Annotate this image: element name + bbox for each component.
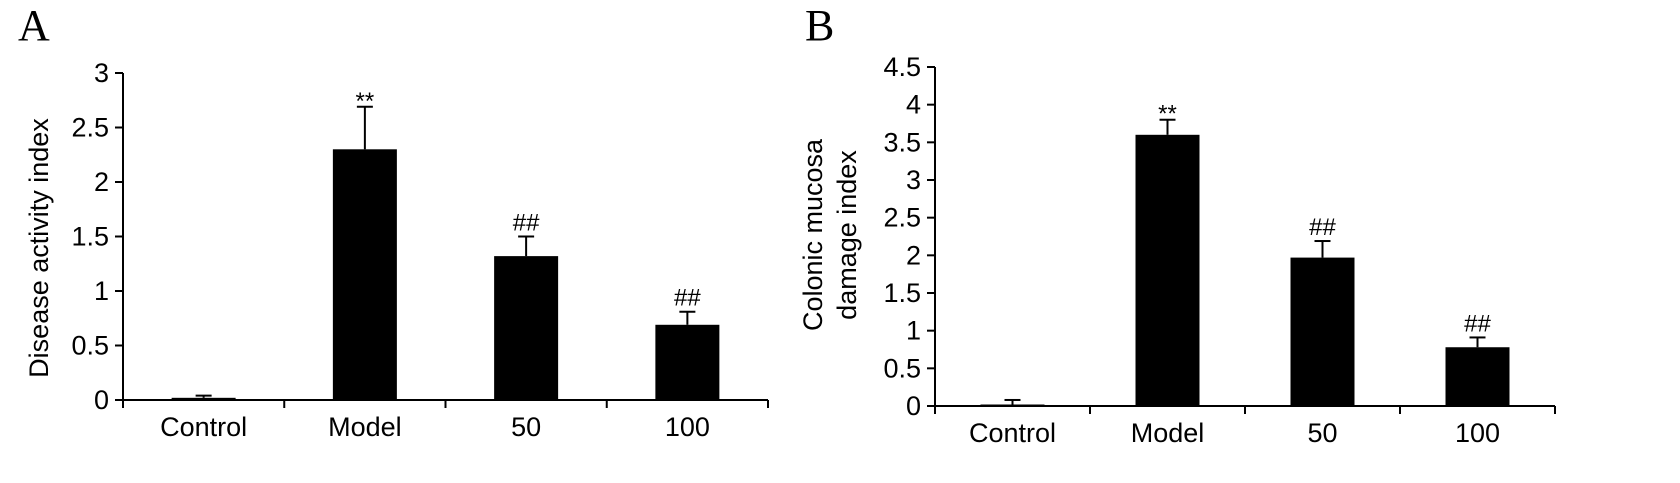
panel-letter-b: B: [805, 1, 834, 50]
chart-panel-b: B Colonic mucosa damage index 0 0.5 1 1.5 2 2…: [798, 1, 1556, 448]
y-tick-label-b-4: 2: [906, 240, 921, 270]
category-label-b-3: 100: [1455, 418, 1500, 448]
y-axis-title-b-line-2: damage index: [832, 150, 862, 320]
category-label-a-3: 100: [665, 412, 710, 442]
annotation-a-3: ##: [674, 285, 701, 312]
y-tick-label-b-8: 4: [906, 90, 921, 120]
y-tick-label-a-1: 0.5: [71, 331, 109, 361]
annotation-b-3: ##: [1464, 310, 1491, 337]
y-tick-label-b-2: 1: [906, 316, 921, 346]
bar-b-1: [1135, 134, 1200, 407]
y-tick-label-b-1: 0.5: [883, 353, 921, 383]
panel-letter-a: A: [18, 1, 50, 50]
category-label-a-0: Control: [160, 412, 247, 442]
chart-b-marks: 0 0.5 1 1.5 2 2.5 3 3.5 4 4.5 Control ** Model ## 50 ##…: [883, 52, 1556, 448]
y-tick-label-b-3: 1.5: [883, 278, 921, 308]
y-axis-title-b-line-1: Colonic mucosa: [798, 138, 828, 331]
annotation-b-1: **: [1158, 101, 1177, 128]
category-label-b-0: Control: [969, 418, 1056, 448]
bar-b-3: [1445, 347, 1510, 406]
annotation-b-2: ##: [1309, 214, 1336, 241]
category-label-a-2: 50: [511, 412, 541, 442]
category-label-b-2: 50: [1307, 418, 1337, 448]
chart-panel-a: A Disease activity index 0 0.5 1 1.5 2 2.5 3 Co…: [18, 1, 769, 442]
y-tick-label-b-7: 3.5: [883, 127, 921, 157]
bar-a-0: [171, 397, 236, 400]
y-tick-label-a-4: 2: [94, 167, 109, 197]
y-tick-label-a-6: 3: [94, 58, 109, 88]
y-tick-label-a-5: 2.5: [71, 113, 109, 143]
annotation-a-1: **: [356, 88, 375, 115]
y-tick-label-a-2: 1: [94, 276, 109, 306]
bar-a-1: [332, 149, 397, 400]
y-tick-label-a-0: 0: [94, 385, 109, 415]
bar-a-2: [494, 256, 559, 400]
y-tick-label-a-3: 1.5: [71, 222, 109, 252]
bar-a-3: [655, 324, 720, 400]
bar-b-2: [1290, 257, 1355, 406]
category-label-a-1: Model: [328, 412, 402, 442]
y-tick-label-b-9: 4.5: [883, 52, 921, 82]
y-axis-title-a: Disease activity index: [24, 118, 54, 378]
y-tick-label-b-5: 2.5: [883, 203, 921, 233]
y-tick-label-b-0: 0: [906, 391, 921, 421]
y-tick-label-b-6: 3: [906, 165, 921, 195]
chart-a-marks: 0 0.5 1 1.5 2 2.5 3 Control ** Model ## 50 ## 100: [71, 58, 769, 442]
category-label-b-1: Model: [1131, 418, 1205, 448]
annotation-a-2: ##: [513, 210, 540, 237]
